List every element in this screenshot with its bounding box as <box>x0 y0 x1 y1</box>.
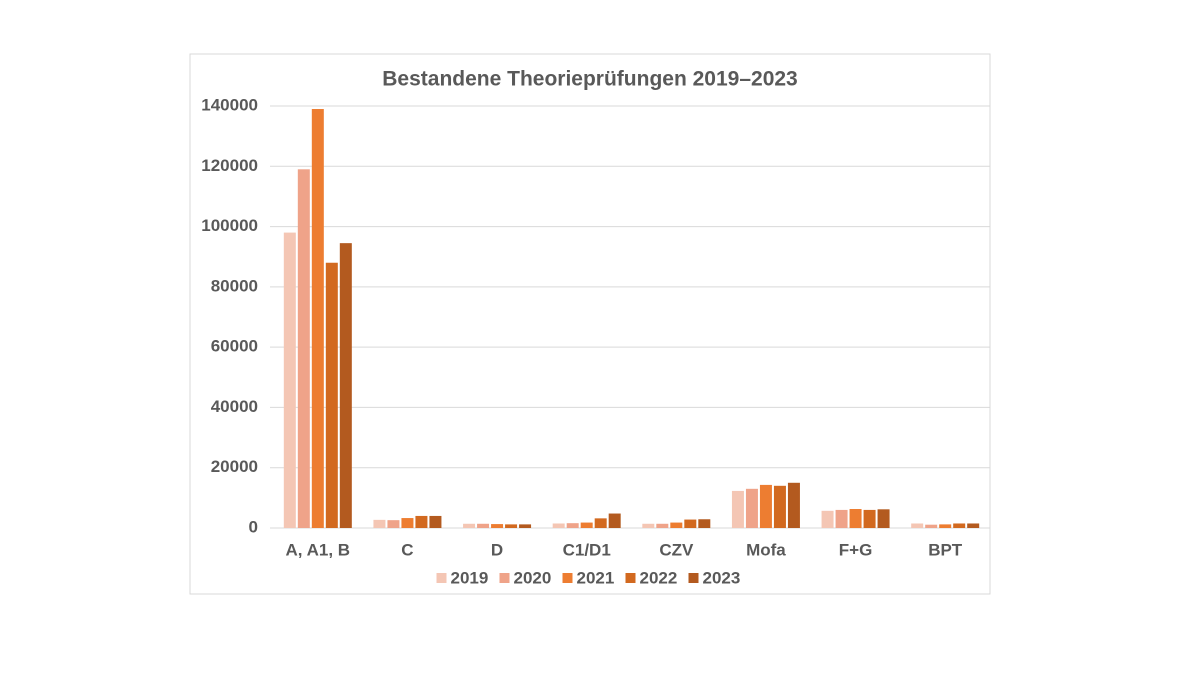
x-tick-label: A, A1, B <box>286 540 351 559</box>
x-tick-label: Mofa <box>746 540 786 559</box>
x-tick-label: CZV <box>659 540 694 559</box>
x-tick-label: F+G <box>839 540 873 559</box>
bar <box>642 523 655 528</box>
legend-label: 2022 <box>640 568 678 587</box>
chart-title: Bestandene Theorieprüfungen 2019–2023 <box>382 68 797 91</box>
legend-label: 2021 <box>577 568 615 587</box>
bar <box>684 519 697 528</box>
y-tick-label: 20000 <box>211 457 258 476</box>
bar <box>325 262 338 528</box>
bar <box>415 515 428 528</box>
bar <box>939 524 952 528</box>
legend-swatch <box>436 573 447 583</box>
y-tick-label: 140000 <box>201 95 258 114</box>
y-tick-label: 40000 <box>211 397 258 416</box>
bar <box>387 520 400 528</box>
bar <box>283 232 296 528</box>
bar <box>731 490 744 528</box>
bar <box>477 523 490 528</box>
bar <box>698 519 711 528</box>
y-tick-label: 60000 <box>211 337 258 356</box>
bar <box>877 509 890 528</box>
bar <box>745 488 758 528</box>
bar <box>505 524 518 528</box>
x-tick-label: C1/D1 <box>563 540 611 559</box>
bar <box>311 109 324 528</box>
bar <box>429 515 442 528</box>
bar <box>953 523 966 528</box>
bar <box>463 523 476 528</box>
x-tick-label: D <box>491 540 503 559</box>
y-tick-label: 80000 <box>211 276 258 295</box>
bar <box>491 524 504 528</box>
legend-label: 2023 <box>703 568 741 587</box>
bar <box>401 518 414 528</box>
legend-swatch <box>625 573 636 583</box>
legend-swatch <box>562 573 573 583</box>
bar <box>821 510 834 528</box>
bar <box>373 519 386 528</box>
bar <box>594 518 607 528</box>
bar <box>297 169 310 529</box>
bar <box>339 243 352 528</box>
bar <box>849 509 862 528</box>
legend-label: 2019 <box>451 568 489 587</box>
bar <box>580 522 593 528</box>
y-tick-label: 0 <box>249 517 258 536</box>
bar <box>519 524 532 528</box>
y-tick-label: 120000 <box>201 156 258 175</box>
bar <box>787 482 800 528</box>
bar <box>863 509 876 528</box>
legend-swatch <box>499 573 510 583</box>
legend-swatch <box>688 573 699 583</box>
x-tick-label: BPT <box>928 540 963 559</box>
x-tick-label: C <box>401 540 413 559</box>
bar <box>656 523 669 528</box>
bar <box>773 485 786 528</box>
y-tick-label: 100000 <box>201 216 258 235</box>
bar <box>911 523 924 528</box>
bar <box>835 509 848 528</box>
bar <box>566 523 579 528</box>
bar <box>759 484 772 528</box>
bar <box>670 522 683 528</box>
bar <box>967 523 980 528</box>
bar <box>552 523 565 528</box>
bar <box>925 524 938 528</box>
legend-label: 2020 <box>514 568 552 587</box>
bar <box>608 513 621 528</box>
